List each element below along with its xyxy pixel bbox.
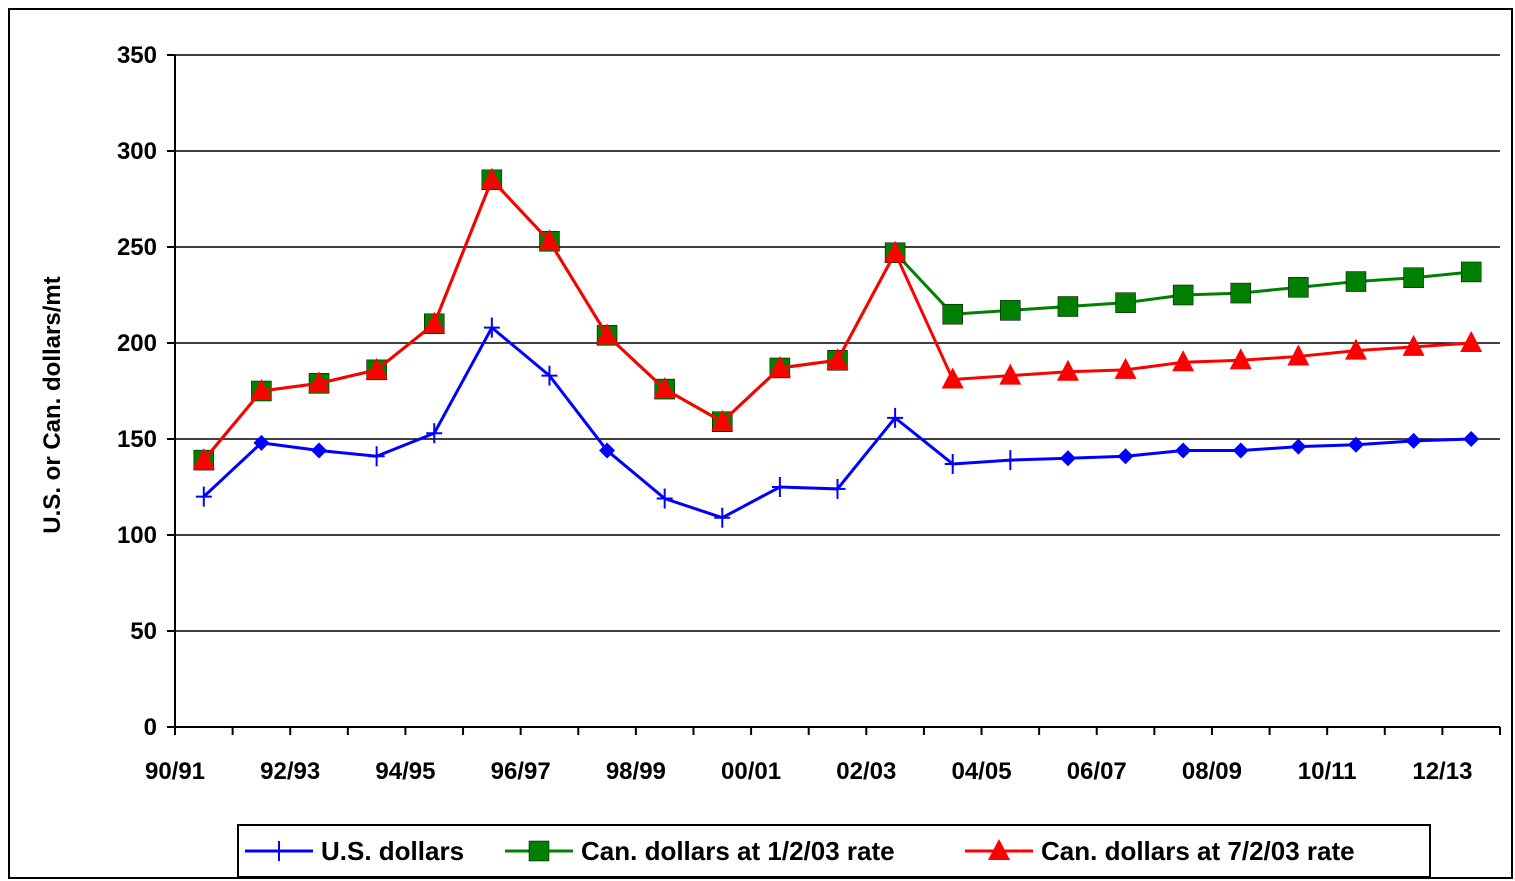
legend-marker (528, 840, 550, 862)
data-point (483, 317, 500, 338)
y-tick-label: 350 (117, 42, 157, 69)
data-point (829, 478, 846, 499)
legend-label: Can. dollars at 1/2/03 rate (581, 836, 895, 866)
data-point (1460, 261, 1482, 283)
axes (167, 54, 1501, 735)
data-point (253, 434, 270, 451)
data-point (1229, 348, 1252, 370)
data-point (1175, 442, 1192, 459)
data-point (884, 240, 907, 262)
data-point (1460, 331, 1483, 352)
legend-item-0: U.S. dollars (245, 836, 464, 866)
data-point (250, 379, 273, 400)
y-tick-label: 0 (144, 714, 157, 741)
legend-item-1: Can. dollars at 1/2/03 rate (505, 836, 895, 866)
chart-frame (8, 8, 1513, 879)
x-tick-label: 92/93 (260, 758, 320, 785)
y-tick-label: 100 (117, 522, 157, 549)
data-point (1405, 432, 1422, 449)
y-tick-label: 150 (117, 426, 157, 453)
data-point (1172, 284, 1194, 306)
y-tick-label: 300 (117, 138, 157, 165)
data-point (1172, 350, 1195, 372)
data-point (541, 365, 558, 386)
legend-label: Can. dollars at 7/2/03 rate (1041, 836, 1355, 866)
data-point (1057, 296, 1079, 317)
x-tick-label: 94/95 (375, 758, 435, 785)
data-point (195, 486, 212, 507)
data-point (192, 448, 215, 470)
data-point (656, 488, 673, 509)
data-point (599, 442, 616, 459)
x-tick-label: 90/91 (145, 758, 205, 785)
data-point (1403, 267, 1424, 288)
data-point (1347, 436, 1364, 453)
x-tick-label: 98/99 (606, 758, 666, 785)
x-tick-label: 04/05 (951, 758, 1011, 785)
data-point (768, 355, 791, 377)
legend-marker (271, 841, 287, 861)
data-point (538, 229, 561, 251)
data-point (1345, 271, 1367, 292)
data-point (941, 367, 964, 389)
data-point (944, 453, 961, 474)
x-tick-labels: 90/91 92/93 94/95 96/97 98/99 00/01 02/03 04/05… (145, 758, 1472, 785)
legend-marker (988, 839, 1010, 860)
data-point (311, 442, 328, 459)
data-point (1463, 431, 1480, 447)
series-0 (195, 317, 1480, 528)
data-point (1059, 450, 1076, 467)
data-point (1232, 442, 1249, 459)
legend-item-2: Can. dollars at 7/2/03 rate (965, 836, 1355, 866)
x-tick-label: 08/09 (1182, 758, 1242, 785)
x-tick-label: 06/07 (1067, 758, 1127, 785)
gridlines (175, 54, 1500, 632)
x-tick-label: 96/97 (491, 758, 551, 785)
x-tick-label: 02/03 (836, 758, 896, 785)
data-point (1344, 338, 1367, 360)
y-tick-label: 200 (117, 330, 157, 357)
data-point (711, 409, 734, 431)
data-point (1056, 359, 1079, 381)
data-point (368, 446, 385, 467)
data-point (1288, 277, 1309, 298)
y-tick-labels: 0 50 100 150 200 250 300 350 (117, 42, 157, 741)
x-tick-label: 10/11 (1298, 758, 1357, 785)
data-point (1114, 357, 1137, 379)
data-point (423, 311, 446, 333)
x-tick-label: 00/01 (721, 758, 781, 785)
data-point (1402, 334, 1425, 356)
series-2 (192, 167, 1483, 470)
y-tick-label: 50 (130, 618, 157, 645)
y-axis-label: U.S. or Can. dollars/mt (39, 276, 66, 533)
data-point (365, 357, 388, 379)
data-point (999, 363, 1022, 385)
data-point (1115, 292, 1136, 313)
x-tick-label: 12/13 (1412, 758, 1472, 785)
data-point (1000, 300, 1021, 321)
data-point (771, 477, 788, 497)
data-point (1117, 448, 1134, 465)
data-point (942, 303, 963, 325)
data-point (826, 348, 849, 370)
y-tick-label: 250 (117, 234, 157, 261)
data-point (426, 423, 443, 444)
series-lines (192, 167, 1483, 528)
data-point (714, 507, 731, 528)
data-point (1287, 344, 1310, 366)
data-point (308, 371, 331, 393)
data-point (1230, 282, 1252, 304)
data-point (480, 167, 503, 189)
legend (237, 824, 1431, 878)
data-point (653, 377, 676, 399)
data-point (1002, 450, 1019, 471)
legend-label: U.S. dollars (321, 836, 464, 866)
data-point (596, 323, 619, 345)
data-point (1290, 438, 1307, 455)
data-point (887, 407, 904, 428)
